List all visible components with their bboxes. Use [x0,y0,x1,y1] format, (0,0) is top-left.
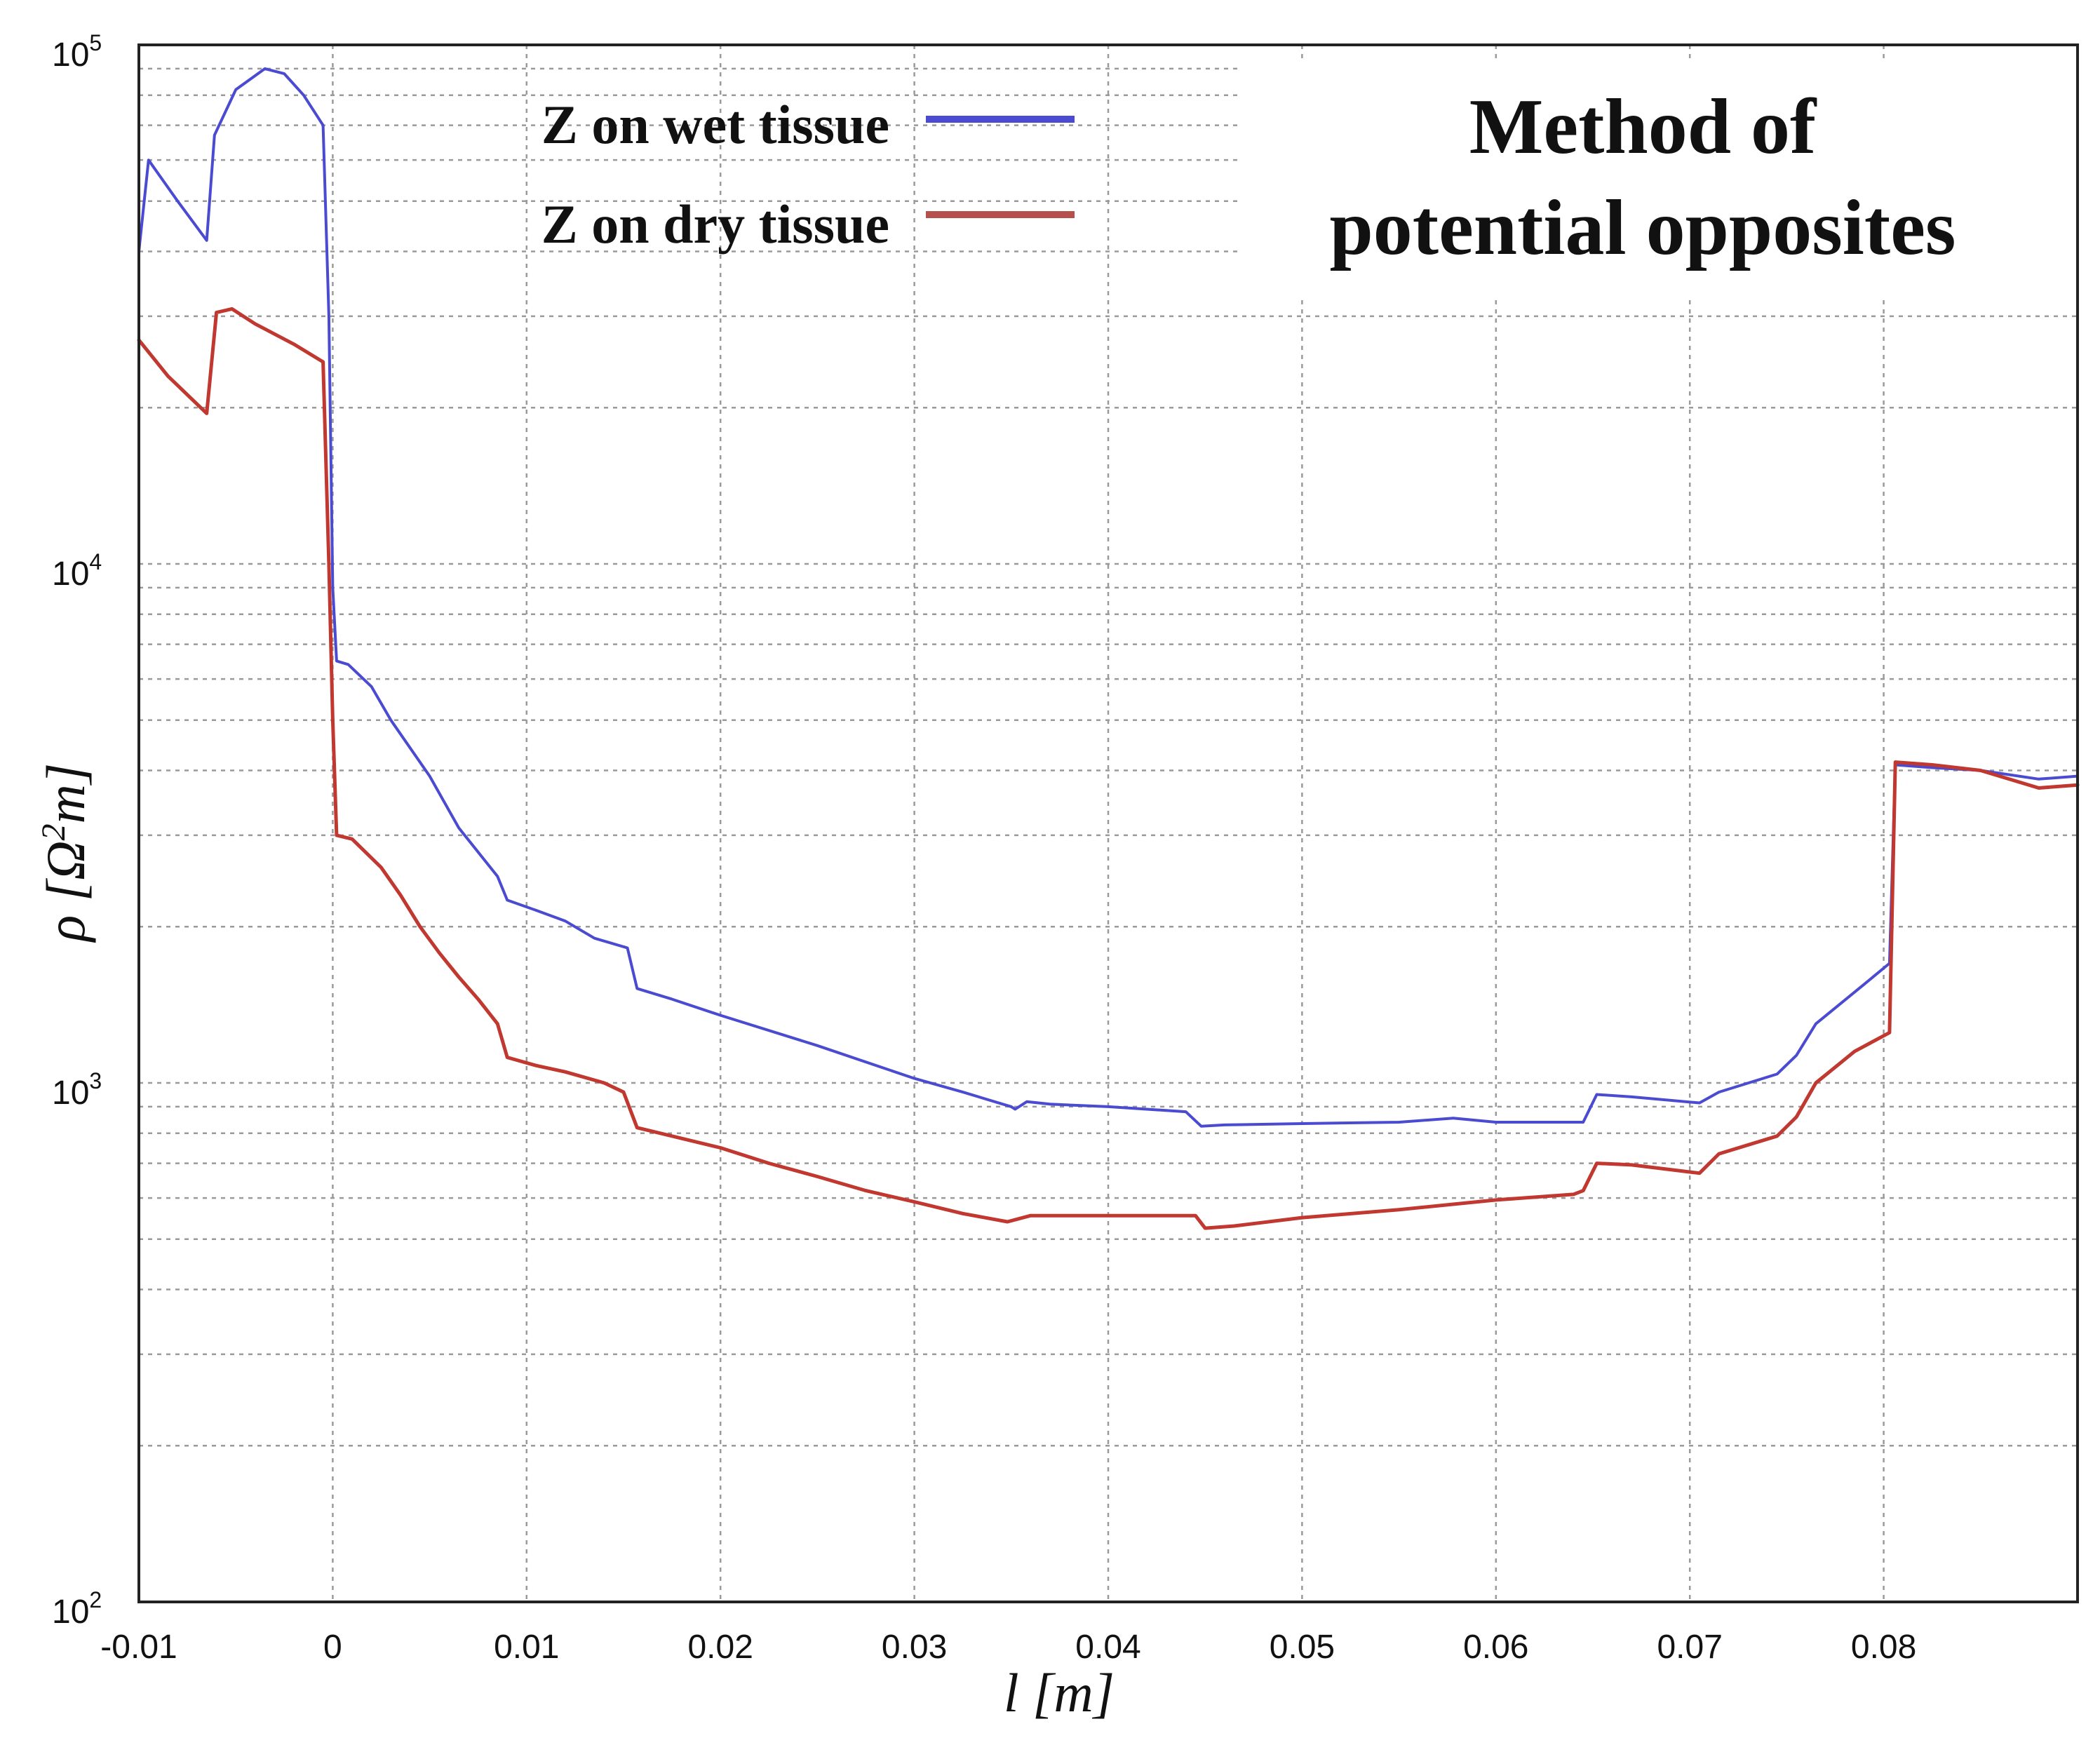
x-tick-label: -0.01 [100,1629,177,1666]
y-axis-label-superscript: 2 [35,823,72,840]
y-tick-label: 105 [52,30,102,74]
y-tick-label: 103 [52,1068,102,1112]
x-tick-label: 0.01 [494,1629,559,1666]
series-line-dry [137,306,2080,1230]
y-tick-base: 10 [52,36,89,74]
series-lines [137,67,2080,1230]
tick-labels: -0.01 0 0.01 0.02 0.03 0.04 0.05 0.06 0.07 0.08 10… [52,30,1916,1666]
x-tick-label: 0.04 [1075,1629,1140,1666]
x-tick-label: 0 [323,1629,342,1666]
y-axis-label: ρ [Ω2m] [35,763,96,943]
plot-frame [137,43,2079,1603]
y-axis-label-main: ρ [Ω [35,840,96,943]
y-tick-label: 102 [52,1587,102,1631]
legend: Z on wet tissue Z on dry tissue [541,94,1075,255]
y-tick-exponent: 3 [89,1068,102,1093]
title-line-1: Method of [1469,83,1817,170]
x-tick-label: 0.02 [687,1629,753,1666]
y-tick-base: 10 [52,1594,89,1631]
x-tick-label: 0.05 [1270,1629,1335,1666]
chart-title: Method of potential opposites [1241,59,2076,297]
y-tick-exponent: 4 [89,549,102,574]
y-tick-exponent: 5 [89,30,102,55]
y-tick-exponent: 2 [89,1587,102,1612]
y-tick-base: 10 [52,1074,89,1112]
y-tick-label: 104 [52,549,102,593]
x-tick-label: 0.06 [1463,1629,1528,1666]
y-tick-base: 10 [52,555,89,593]
legend-label-dry: Z on dry tissue [541,194,889,255]
x-tick-label: 0.03 [882,1629,947,1666]
x-tick-label: 0.07 [1657,1629,1722,1666]
title-box [1241,59,2076,297]
legend-label-wet: Z on wet tissue [541,94,889,155]
y-axis-label-unit: m] [35,763,96,824]
series-line-wet [137,67,2079,1128]
x-tick-label: 0.08 [1851,1629,1916,1666]
title-line-2: potential opposites [1330,184,1956,271]
x-axis-label: l [m] [1004,1662,1115,1723]
